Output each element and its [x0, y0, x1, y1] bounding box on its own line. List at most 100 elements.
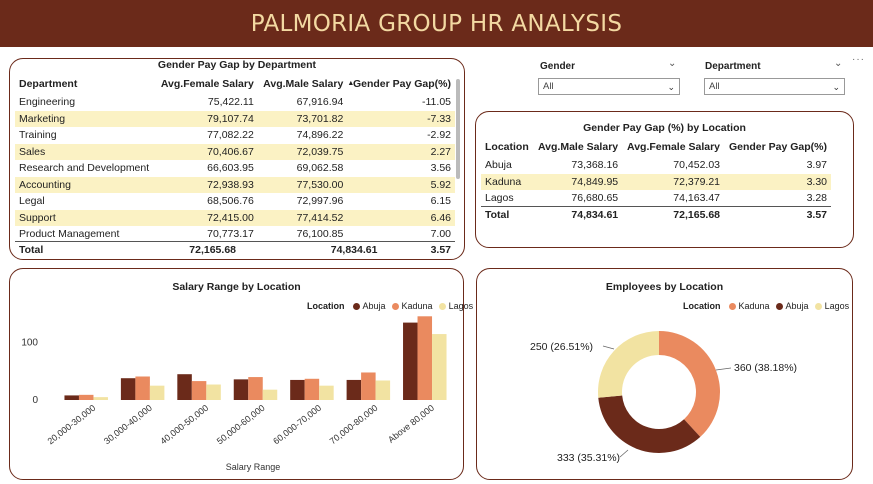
legend-dot-kaduna	[728, 302, 736, 310]
table-row[interactable]: Training 77,082.22 74,896.22 -2.92	[15, 127, 455, 144]
cell-department: Engineering	[19, 96, 76, 109]
bar-kaduna[interactable]	[248, 377, 263, 400]
bar-kaduna[interactable]	[304, 378, 320, 400]
total-cell: 3.57	[724, 206, 831, 224]
table-row[interactable]: Research and Development 66,603.95 69,062.…	[15, 160, 455, 177]
legend-title: Location	[307, 301, 345, 311]
table-row[interactable]: Legal 68,506.76 72,997.96 6.15	[15, 193, 455, 210]
col-avg-male-salary[interactable]: Avg.Male Salary	[263, 78, 344, 90]
data-label-leader	[715, 367, 732, 371]
bar-abuja[interactable]	[290, 379, 305, 400]
bar-abuja[interactable]	[120, 378, 136, 400]
legend-dot-lagos	[814, 302, 822, 310]
legend-abuja[interactable]: Abuja	[362, 301, 386, 311]
cell-avg-female: 75,422.11	[207, 96, 254, 109]
cell-avg-male: 67,916.94	[296, 96, 344, 109]
legend-dot-abuja	[775, 302, 783, 310]
data-label-kaduna: 360 (38.18%)	[734, 362, 797, 374]
bar-abuja[interactable]	[177, 374, 192, 400]
legend-lagos[interactable]: Lagos	[448, 301, 474, 311]
donut-chart-legend: Location Kaduna Abuja Lagos	[683, 301, 849, 311]
bar-kaduna[interactable]	[417, 316, 433, 400]
table-row[interactable]: Accounting 72,938.93 77,530.00 5.92	[15, 176, 455, 193]
bar-lagos[interactable]	[206, 384, 221, 400]
legend-title: Location	[683, 301, 721, 311]
legend-kaduna[interactable]: Kaduna	[401, 301, 433, 311]
table-row[interactable]: Abuja 73,368.16 70,452.03 3.97	[481, 157, 831, 174]
cell-avg-male: 73,701.82	[257, 110, 348, 127]
bar-lagos[interactable]	[149, 385, 165, 400]
salary-range-bar-chart: 0 100 20,000-30,000 30,000-40,000 40,000-50,…	[21, 316, 447, 472]
donut-slice-lagos[interactable]	[598, 331, 659, 398]
cell-department: Training	[19, 129, 57, 142]
gender-slicer-label: Gender	[540, 61, 576, 72]
total-cell: 72,165.68	[622, 206, 725, 224]
cell-pay-gap: 6.46	[347, 209, 455, 226]
bar-kaduna[interactable]	[78, 394, 94, 400]
department-slicer-label: Department	[705, 61, 761, 72]
bar-lagos[interactable]	[262, 389, 278, 400]
table-row[interactable]: Sales 70,406.67 72,039.75 2.27	[15, 143, 455, 160]
legend-kaduna[interactable]: Kaduna	[738, 301, 770, 311]
table-row[interactable]: Lagos 76,680.65 74,163.47 3.28	[481, 190, 831, 207]
more-options-icon[interactable]: ···	[852, 54, 865, 65]
col-department[interactable]: Department	[19, 78, 78, 90]
total-cell: 74,834.61	[533, 206, 623, 224]
table-row[interactable]: Kaduna 74,849.95 72,379.21 3.30	[481, 173, 831, 190]
dept-pay-gap-card: Gender Pay Gap by Department Department …	[9, 58, 465, 260]
cell-department: Legal	[19, 195, 45, 208]
legend-abuja[interactable]: Abuja	[785, 301, 809, 311]
cell-department: Accounting	[15, 176, 156, 193]
bar-lagos[interactable]	[93, 397, 108, 400]
col-avg-female-salary[interactable]: Avg.Female Salary	[160, 78, 254, 90]
table-row[interactable]: Engineering 75,422.11 67,916.94 -11.05	[15, 94, 455, 111]
table-row[interactable]: Marketing 79,107.74 73,701.82 -7.33	[15, 110, 455, 127]
y-tick-label: 100	[21, 338, 38, 349]
cell-avg-male: 77,414.52	[257, 209, 348, 226]
cell-department: Support	[15, 209, 156, 226]
gender-slicer-dropdown[interactable]: All ⌄	[538, 78, 680, 95]
sort-desc-icon[interactable]: ▲	[347, 80, 355, 87]
cell-avg-male: 76,100.85	[296, 228, 344, 241]
bar-abuja[interactable]	[346, 379, 362, 400]
cell-location: Kaduna	[481, 173, 534, 190]
cell-avg-male: 73,368.16	[571, 159, 619, 172]
data-label-leader	[602, 345, 615, 350]
col-gender-pay-gap[interactable]: Gender Pay Gap(%)	[728, 141, 827, 153]
legend-dot-kaduna	[391, 302, 399, 310]
total-cell: 74,834.61	[240, 241, 382, 259]
col-avg-male-salary[interactable]: Avg.Male Salary	[537, 141, 619, 153]
bar-kaduna[interactable]	[191, 381, 207, 400]
dept-table-scrollbar[interactable]	[456, 79, 460, 179]
col-avg-female-salary[interactable]: Avg.Female Salary	[627, 141, 721, 153]
cell-avg-female: 66,603.95	[207, 162, 254, 175]
bar-abuja[interactable]	[403, 322, 418, 400]
bar-lagos[interactable]	[319, 385, 334, 400]
bar-abuja[interactable]	[64, 395, 79, 400]
cell-department: Marketing	[15, 110, 156, 127]
bar-lagos[interactable]	[375, 380, 391, 400]
col-gender-pay-gap[interactable]: ▲ Gender Pay Gap(%)	[347, 78, 451, 90]
bar-lagos[interactable]	[432, 334, 447, 400]
bar-abuja[interactable]	[233, 379, 249, 400]
table-row[interactable]: Product Management 70,773.17 76,100.85 7.00	[15, 226, 455, 243]
total-cell: Total	[481, 206, 534, 224]
bar-kaduna[interactable]	[361, 372, 376, 400]
bar-kaduna[interactable]	[135, 376, 150, 400]
department-slicer-chevron-icon[interactable]: ⌄	[834, 58, 843, 69]
col-location[interactable]: Location	[485, 141, 529, 153]
data-label-leader	[619, 449, 629, 458]
y-tick-label: 0	[32, 395, 38, 406]
location-pay-gap-table: Location Avg.Male Salary Avg.Female Sala…	[481, 137, 831, 224]
x-tick-label: 70,000-80,000	[328, 403, 380, 447]
gender-slicer-chevron-icon[interactable]: ⌄	[668, 58, 677, 69]
department-slicer-dropdown[interactable]: All ⌄	[704, 78, 845, 95]
cell-pay-gap: 3.30	[724, 173, 831, 190]
salary-chart-title: Salary Range by Location	[172, 281, 301, 293]
dept-pay-gap-table: Department Avg.Female Salary Avg.Male Sa…	[15, 74, 455, 243]
donut-slice-kaduna[interactable]	[659, 331, 720, 437]
donut-slice-abuja[interactable]	[598, 395, 701, 453]
table-row[interactable]: Support 72,415.00 77,414.52 6.46	[15, 209, 455, 226]
location-pay-gap-card: Gender Pay Gap (%) by Location Location …	[475, 111, 854, 248]
legend-lagos[interactable]: Lagos	[824, 301, 850, 311]
